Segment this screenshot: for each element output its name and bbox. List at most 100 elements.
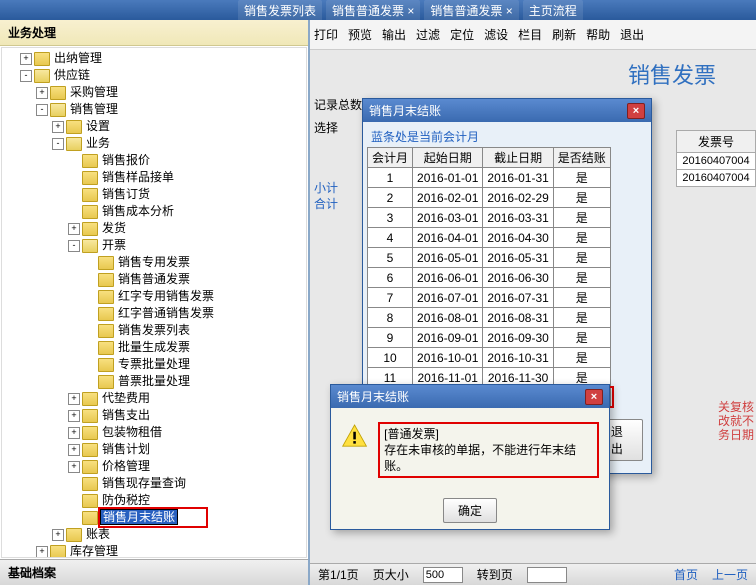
tree-node[interactable]: +出纳管理 bbox=[4, 50, 304, 67]
tree-label[interactable]: 设置 bbox=[84, 118, 112, 135]
tree-label[interactable]: 销售专用发票 bbox=[116, 254, 192, 271]
tree-label[interactable]: 价格管理 bbox=[100, 458, 152, 475]
expand-icon[interactable] bbox=[84, 308, 96, 320]
tree-node[interactable]: - 开票 bbox=[4, 237, 304, 254]
table-row[interactable]: 52016-05-012016-05-31是 bbox=[368, 248, 611, 268]
table-row[interactable]: 102016-10-012016-10-31是 bbox=[368, 348, 611, 368]
table-row[interactable]: 92016-09-012016-09-30是 bbox=[368, 328, 611, 348]
tree-node[interactable]: 销售专用发票 bbox=[4, 254, 304, 271]
tree-label[interactable]: 专票批量处理 bbox=[116, 356, 192, 373]
expand-icon[interactable] bbox=[84, 274, 96, 286]
toolbar-栏目[interactable]: 栏目 bbox=[518, 26, 542, 43]
toolbar-过滤[interactable]: 过滤 bbox=[416, 26, 440, 43]
dialog-title-bar[interactable]: 销售月末结账 × bbox=[363, 99, 651, 122]
expand-icon[interactable]: - bbox=[52, 138, 64, 150]
tree-label[interactable]: 销售管理 bbox=[68, 101, 120, 118]
invoice-cell[interactable]: 20160407004 bbox=[676, 153, 756, 170]
tree[interactable]: +出纳管理-供应链+采购管理-销售管理+设置-业务销售报价销售样品接单销售订货销… bbox=[1, 47, 307, 558]
tree-label[interactable]: 销售现存量查询 bbox=[100, 475, 188, 492]
expand-icon[interactable] bbox=[84, 376, 96, 388]
expand-icon[interactable]: + bbox=[52, 121, 64, 133]
tree-node[interactable]: +采购管理 bbox=[4, 84, 304, 101]
expand-icon[interactable]: + bbox=[20, 53, 32, 65]
tree-node[interactable]: 销售样品接单 bbox=[4, 169, 304, 186]
expand-icon[interactable]: + bbox=[52, 529, 64, 541]
toolbar-帮助[interactable]: 帮助 bbox=[586, 26, 610, 43]
msg-title-bar[interactable]: 销售月末结账 × bbox=[331, 385, 609, 408]
tree-label[interactable]: 包装物租借 bbox=[100, 424, 164, 441]
sidebar-footer[interactable]: 基础档案 bbox=[0, 559, 308, 585]
tree-node[interactable]: + 销售计划 bbox=[4, 441, 304, 458]
tab[interactable]: 销售发票列表 bbox=[238, 0, 322, 21]
tree-label[interactable]: 发货 bbox=[100, 220, 128, 237]
tree-node[interactable]: + 设置 bbox=[4, 118, 304, 135]
tree-node[interactable]: +库存管理 bbox=[4, 543, 304, 558]
tree-node[interactable]: 红字专用销售发票 bbox=[4, 288, 304, 305]
table-row[interactable]: 32016-03-012016-03-31是 bbox=[368, 208, 611, 228]
table-row[interactable]: 62016-06-012016-06-30是 bbox=[368, 268, 611, 288]
invoice-cell[interactable]: 20160407004 bbox=[676, 170, 756, 187]
tree-label[interactable]: 销售样品接单 bbox=[100, 169, 176, 186]
toolbar-滤设[interactable]: 滤设 bbox=[484, 26, 508, 43]
tree-label[interactable]: 红字普通销售发票 bbox=[116, 305, 216, 322]
tree-label[interactable]: 代垫费用 bbox=[100, 390, 152, 407]
toolbar-刷新[interactable]: 刷新 bbox=[552, 26, 576, 43]
expand-icon[interactable] bbox=[68, 172, 80, 184]
tree-node[interactable]: 销售报价 bbox=[4, 152, 304, 169]
pagesize-input[interactable] bbox=[423, 567, 463, 583]
expand-icon[interactable] bbox=[84, 325, 96, 337]
tree-label[interactable]: 业务 bbox=[84, 135, 112, 152]
table-row[interactable]: 22016-02-012016-02-29是 bbox=[368, 188, 611, 208]
tree-label[interactable]: 开票 bbox=[100, 237, 128, 254]
tree-node[interactable]: 销售订货 bbox=[4, 186, 304, 203]
expand-icon[interactable]: + bbox=[68, 393, 80, 405]
expand-icon[interactable] bbox=[84, 291, 96, 303]
tree-label[interactable]: 销售月末结账 bbox=[100, 509, 178, 525]
tree-label[interactable]: 供应链 bbox=[52, 67, 92, 84]
expand-icon[interactable]: + bbox=[68, 444, 80, 456]
close-icon[interactable]: × bbox=[585, 389, 603, 405]
tree-node[interactable]: 销售发票列表 bbox=[4, 322, 304, 339]
expand-icon[interactable]: + bbox=[36, 546, 48, 558]
tree-node[interactable]: 专票批量处理 bbox=[4, 356, 304, 373]
expand-icon[interactable]: + bbox=[68, 427, 80, 439]
expand-icon[interactable]: + bbox=[68, 461, 80, 473]
tab[interactable]: 主页流程 bbox=[523, 0, 583, 21]
tree-label[interactable]: 销售成本分析 bbox=[100, 203, 176, 220]
table-row[interactable]: 12016-01-012016-01-31是 bbox=[368, 168, 611, 188]
expand-icon[interactable] bbox=[68, 512, 80, 524]
close-icon[interactable]: × bbox=[627, 103, 645, 119]
table-row[interactable]: 72016-07-012016-07-31是 bbox=[368, 288, 611, 308]
tree-node[interactable]: - 业务 bbox=[4, 135, 304, 152]
tree-node[interactable]: -供应链 bbox=[4, 67, 304, 84]
expand-icon[interactable] bbox=[68, 478, 80, 490]
tree-node[interactable]: - 销售管理 bbox=[4, 101, 304, 118]
tree-label[interactable]: 销售支出 bbox=[100, 407, 152, 424]
table-row[interactable]: 82016-08-012016-08-31是 bbox=[368, 308, 611, 328]
expand-icon[interactable] bbox=[68, 155, 80, 167]
tree-node[interactable]: 红字普通销售发票 bbox=[4, 305, 304, 322]
tree-label[interactable]: 采购管理 bbox=[68, 84, 120, 101]
expand-icon[interactable]: - bbox=[68, 240, 80, 252]
month-table[interactable]: 会计月起始日期截止日期是否结账12016-01-012016-01-31是220… bbox=[367, 147, 611, 408]
tree-label[interactable]: 销售计划 bbox=[100, 441, 152, 458]
goto-input[interactable] bbox=[527, 567, 567, 583]
prev-page[interactable]: 上一页 bbox=[712, 566, 748, 583]
tree-label[interactable]: 销售报价 bbox=[100, 152, 152, 169]
tab[interactable]: 销售普通发票 × bbox=[326, 0, 420, 21]
tree-node[interactable]: 批量生成发票 bbox=[4, 339, 304, 356]
expand-icon[interactable]: + bbox=[68, 223, 80, 235]
tree-node[interactable]: +销售支出 bbox=[4, 407, 304, 424]
expand-icon[interactable] bbox=[84, 257, 96, 269]
expand-icon[interactable] bbox=[68, 495, 80, 507]
tree-node[interactable]: 普票批量处理 bbox=[4, 373, 304, 390]
tree-node[interactable]: 销售普通发票 bbox=[4, 271, 304, 288]
tree-label[interactable]: 销售普通发票 bbox=[116, 271, 192, 288]
tree-label[interactable]: 批量生成发票 bbox=[116, 339, 192, 356]
tree-label[interactable]: 红字专用销售发票 bbox=[116, 288, 216, 305]
tree-label[interactable]: 账表 bbox=[84, 526, 112, 543]
table-row[interactable]: 42016-04-012016-04-30是 bbox=[368, 228, 611, 248]
toolbar-定位[interactable]: 定位 bbox=[450, 26, 474, 43]
expand-icon[interactable]: - bbox=[36, 104, 48, 116]
expand-icon[interactable] bbox=[68, 189, 80, 201]
